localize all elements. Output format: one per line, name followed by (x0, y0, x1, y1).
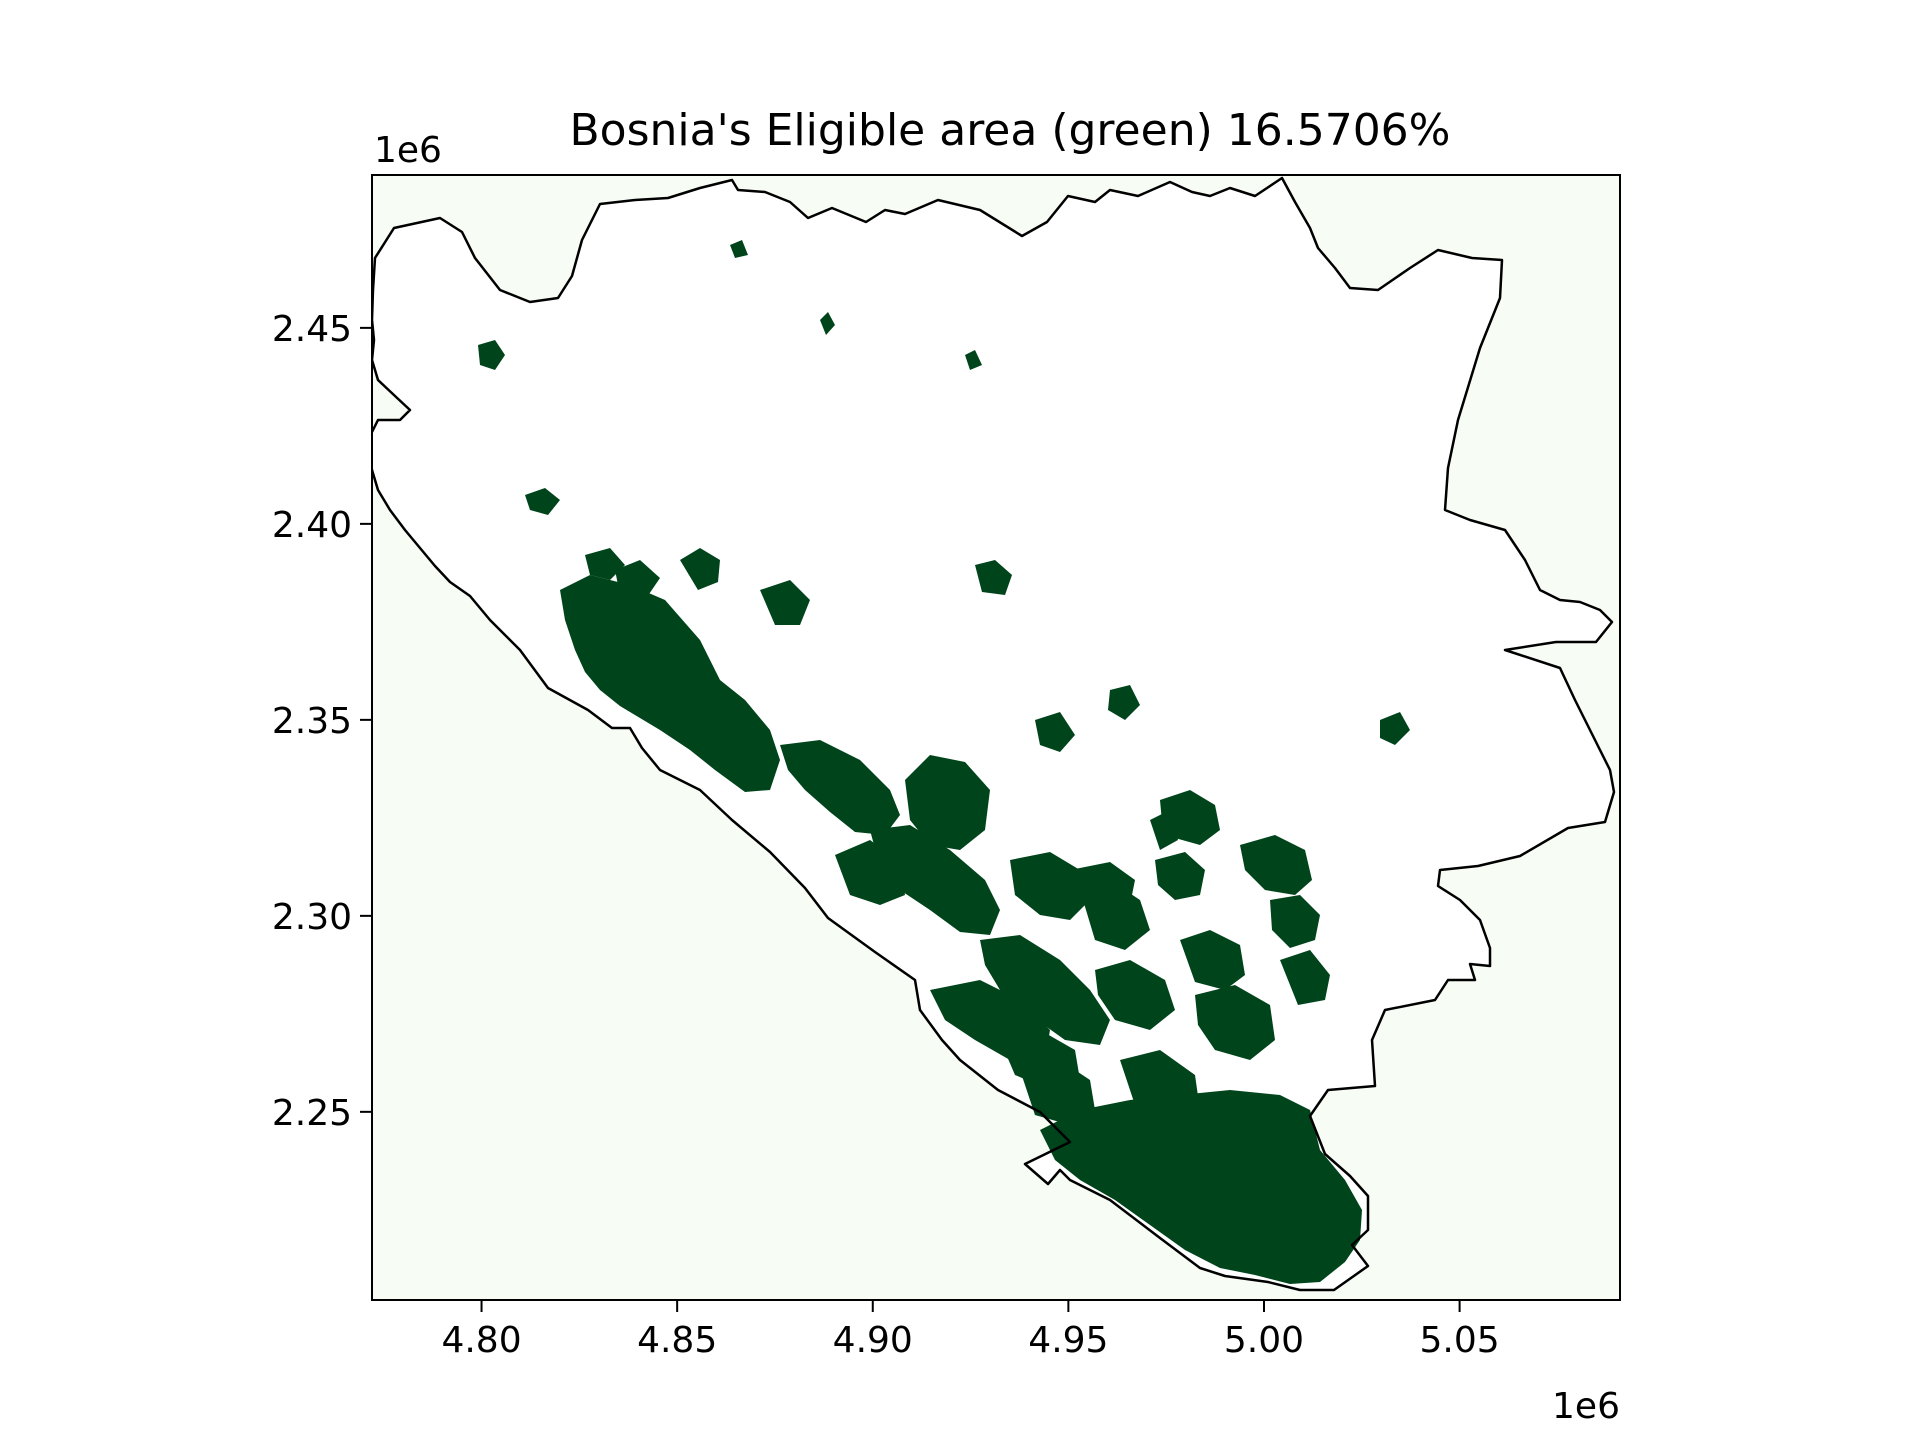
y-tick-label: 2.30 (272, 897, 352, 938)
x-axis: 4.80 4.85 4.90 4.95 5.00 5.05 (441, 1300, 1500, 1361)
x-tick-label: 4.85 (637, 1320, 717, 1361)
x-tick-label: 4.95 (1028, 1320, 1108, 1361)
y-tick-label: 2.45 (272, 309, 352, 350)
x-tick-label: 5.00 (1224, 1320, 1304, 1361)
country-border (372, 176, 1616, 1292)
plot-frame (371, 174, 1621, 1301)
x-tick-label: 4.80 (441, 1320, 521, 1361)
y-tick-label: 2.40 (272, 505, 352, 546)
y-tick-label: 2.35 (272, 701, 352, 742)
x-tick-label: 4.90 (833, 1320, 913, 1361)
x-tick-label: 5.05 (1420, 1320, 1500, 1361)
y-tick-label: 2.25 (272, 1093, 352, 1134)
y-offset-label: 1e6 (374, 130, 442, 171)
eligible-areas (478, 240, 1410, 1284)
y-axis: 2.25 2.30 2.35 2.40 2.45 (272, 309, 372, 1134)
map-title: Bosnia's Eligible area (green) 16.5706% (570, 105, 1451, 156)
country-area (372, 178, 1614, 1290)
x-offset-label: 1e6 (1552, 1386, 1620, 1427)
